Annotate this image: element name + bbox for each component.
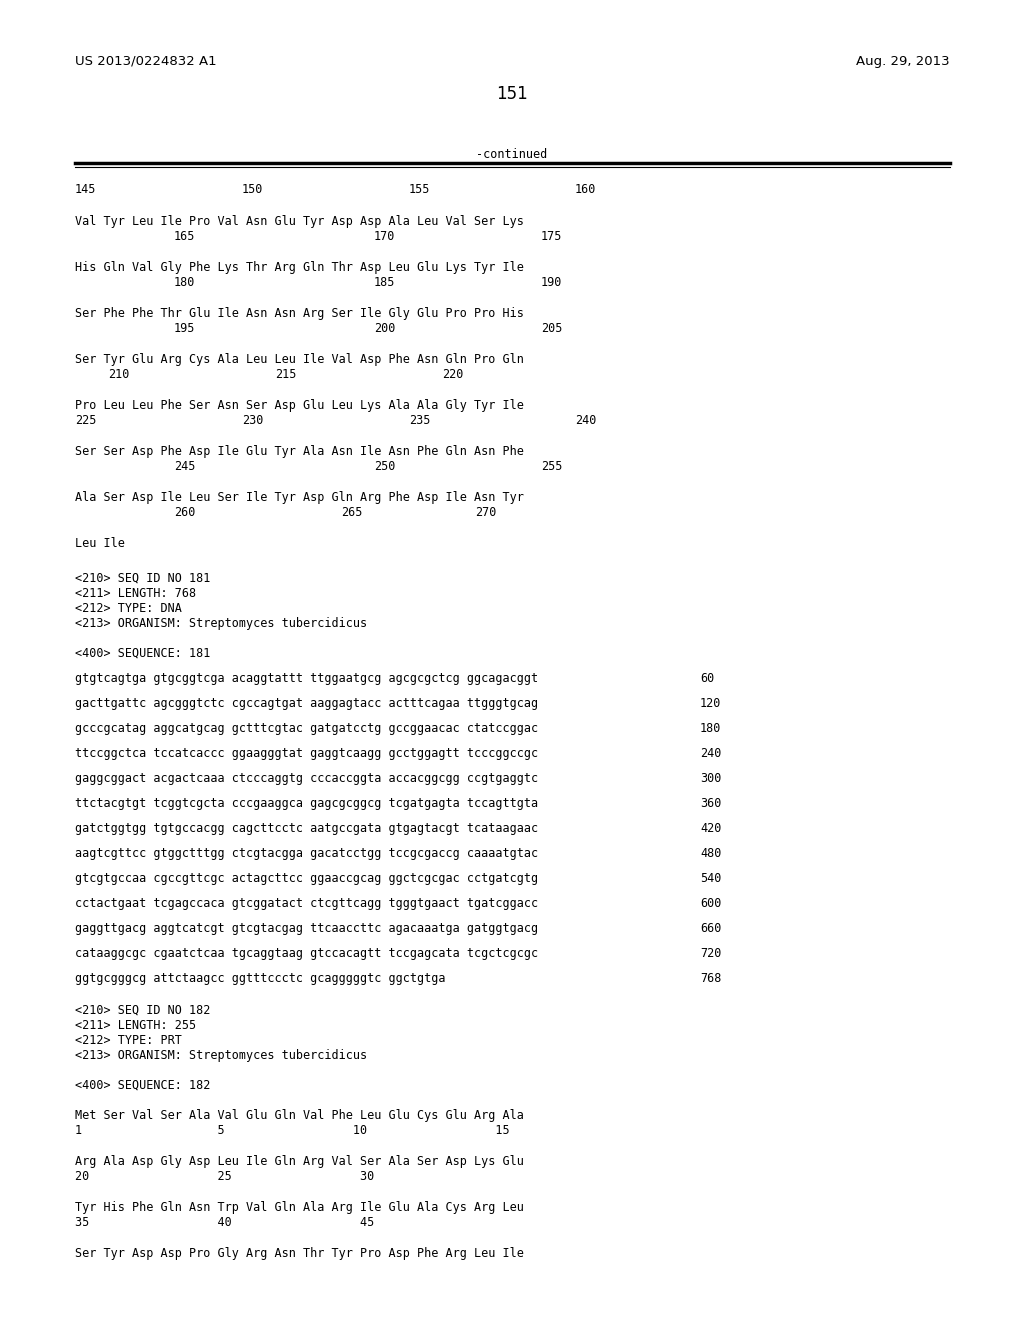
Text: Pro Leu Leu Phe Ser Asn Ser Asp Glu Leu Lys Ala Ala Gly Tyr Ile: Pro Leu Leu Phe Ser Asn Ser Asp Glu Leu …	[75, 399, 524, 412]
Text: gcccgcatag aggcatgcag gctttcgtac gatgatcctg gccggaacac ctatccggac: gcccgcatag aggcatgcag gctttcgtac gatgatc…	[75, 722, 539, 735]
Text: Leu Ile: Leu Ile	[75, 537, 125, 550]
Text: 35                  40                  45: 35 40 45	[75, 1216, 374, 1229]
Text: 160: 160	[575, 183, 596, 195]
Text: <210> SEQ ID NO 182: <210> SEQ ID NO 182	[75, 1005, 210, 1016]
Text: 225: 225	[75, 414, 96, 426]
Text: 190: 190	[541, 276, 562, 289]
Text: cataaggcgc cgaatctcaa tgcaggtaag gtccacagtt tccgagcata tcgctcgcgc: cataaggcgc cgaatctcaa tgcaggtaag gtccaca…	[75, 946, 539, 960]
Text: ttctacgtgt tcggtcgcta cccgaaggca gagcgcggcg tcgatgagta tccagttgta: ttctacgtgt tcggtcgcta cccgaaggca gagcgcg…	[75, 797, 539, 810]
Text: 230: 230	[242, 414, 263, 426]
Text: <213> ORGANISM: Streptomyces tubercidicus: <213> ORGANISM: Streptomyces tubercidicu…	[75, 616, 368, 630]
Text: <212> TYPE: PRT: <212> TYPE: PRT	[75, 1034, 182, 1047]
Text: gacttgattc agcgggtctc cgccagtgat aaggagtacc actttcagaa ttgggtgcag: gacttgattc agcgggtctc cgccagtgat aaggagt…	[75, 697, 539, 710]
Text: gtcgtgccaa cgccgttcgc actagcttcc ggaaccgcag ggctcgcgac cctgatcgtg: gtcgtgccaa cgccgttcgc actagcttcc ggaaccg…	[75, 873, 539, 884]
Text: 205: 205	[541, 322, 562, 335]
Text: 195: 195	[174, 322, 196, 335]
Text: gtgtcagtga gtgcggtcga acaggtattt ttggaatgcg agcgcgctcg ggcagacggt: gtgtcagtga gtgcggtcga acaggtattt ttggaat…	[75, 672, 539, 685]
Text: gaggttgacg aggtcatcgt gtcgtacgag ttcaaccttc agacaaatga gatggtgacg: gaggttgacg aggtcatcgt gtcgtacgag ttcaacc…	[75, 921, 539, 935]
Text: 300: 300	[700, 772, 721, 785]
Text: 60: 60	[700, 672, 715, 685]
Text: 235: 235	[409, 414, 430, 426]
Text: Ser Tyr Asp Asp Pro Gly Arg Asn Thr Tyr Pro Asp Phe Arg Leu Ile: Ser Tyr Asp Asp Pro Gly Arg Asn Thr Tyr …	[75, 1247, 524, 1261]
Text: 420: 420	[700, 822, 721, 836]
Text: His Gln Val Gly Phe Lys Thr Arg Gln Thr Asp Leu Glu Lys Tyr Ile: His Gln Val Gly Phe Lys Thr Arg Gln Thr …	[75, 261, 524, 275]
Text: 540: 540	[700, 873, 721, 884]
Text: Ala Ser Asp Ile Leu Ser Ile Tyr Asp Gln Arg Phe Asp Ile Asn Tyr: Ala Ser Asp Ile Leu Ser Ile Tyr Asp Gln …	[75, 491, 524, 504]
Text: 175: 175	[541, 230, 562, 243]
Text: 180: 180	[174, 276, 196, 289]
Text: 145: 145	[75, 183, 96, 195]
Text: 250: 250	[374, 459, 395, 473]
Text: 180: 180	[700, 722, 721, 735]
Text: 240: 240	[700, 747, 721, 760]
Text: 155: 155	[409, 183, 430, 195]
Text: 150: 150	[242, 183, 263, 195]
Text: 600: 600	[700, 898, 721, 909]
Text: 210: 210	[108, 368, 129, 381]
Text: 165: 165	[174, 230, 196, 243]
Text: 200: 200	[374, 322, 395, 335]
Text: gatctggtgg tgtgccacgg cagcttcctc aatgccgata gtgagtacgt tcataagaac: gatctggtgg tgtgccacgg cagcttcctc aatgccg…	[75, 822, 539, 836]
Text: 151: 151	[496, 84, 528, 103]
Text: 480: 480	[700, 847, 721, 861]
Text: Val Tyr Leu Ile Pro Val Asn Glu Tyr Asp Asp Ala Leu Val Ser Lys: Val Tyr Leu Ile Pro Val Asn Glu Tyr Asp …	[75, 215, 524, 228]
Text: <211> LENGTH: 768: <211> LENGTH: 768	[75, 587, 197, 601]
Text: 215: 215	[275, 368, 296, 381]
Text: aagtcgttcc gtggctttgg ctcgtacgga gacatcctgg tccgcgaccg caaaatgtac: aagtcgttcc gtggctttgg ctcgtacgga gacatcc…	[75, 847, 539, 861]
Text: gaggcggact acgactcaaa ctcccaggtg cccaccggta accacggcgg ccgtgaggtc: gaggcggact acgactcaaa ctcccaggtg cccaccg…	[75, 772, 539, 785]
Text: <212> TYPE: DNA: <212> TYPE: DNA	[75, 602, 182, 615]
Text: <210> SEQ ID NO 181: <210> SEQ ID NO 181	[75, 572, 210, 585]
Text: ttccggctca tccatcaccc ggaagggtat gaggtcaagg gcctggagtt tcccggccgc: ttccggctca tccatcaccc ggaagggtat gaggtca…	[75, 747, 539, 760]
Text: 20                  25                  30: 20 25 30	[75, 1170, 374, 1183]
Text: 260: 260	[174, 506, 196, 519]
Text: <211> LENGTH: 255: <211> LENGTH: 255	[75, 1019, 197, 1032]
Text: 120: 120	[700, 697, 721, 710]
Text: Met Ser Val Ser Ala Val Glu Gln Val Phe Leu Glu Cys Glu Arg Ala: Met Ser Val Ser Ala Val Glu Gln Val Phe …	[75, 1109, 524, 1122]
Text: Ser Phe Phe Thr Glu Ile Asn Asn Arg Ser Ile Gly Glu Pro Pro His: Ser Phe Phe Thr Glu Ile Asn Asn Arg Ser …	[75, 308, 524, 319]
Text: 360: 360	[700, 797, 721, 810]
Text: US 2013/0224832 A1: US 2013/0224832 A1	[75, 55, 217, 69]
Text: cctactgaat tcgagccaca gtcggatact ctcgttcagg tgggtgaact tgatcggacc: cctactgaat tcgagccaca gtcggatact ctcgttc…	[75, 898, 539, 909]
Text: -continued: -continued	[476, 148, 548, 161]
Text: 255: 255	[541, 459, 562, 473]
Text: 185: 185	[374, 276, 395, 289]
Text: 768: 768	[700, 972, 721, 985]
Text: Tyr His Phe Gln Asn Trp Val Gln Ala Arg Ile Glu Ala Cys Arg Leu: Tyr His Phe Gln Asn Trp Val Gln Ala Arg …	[75, 1201, 524, 1214]
Text: 220: 220	[442, 368, 464, 381]
Text: Ser Tyr Glu Arg Cys Ala Leu Leu Ile Val Asp Phe Asn Gln Pro Gln: Ser Tyr Glu Arg Cys Ala Leu Leu Ile Val …	[75, 352, 524, 366]
Text: Aug. 29, 2013: Aug. 29, 2013	[856, 55, 950, 69]
Text: ggtgcgggcg attctaagcc ggtttccctc gcagggggtc ggctgtga: ggtgcgggcg attctaagcc ggtttccctc gcagggg…	[75, 972, 445, 985]
Text: <400> SEQUENCE: 182: <400> SEQUENCE: 182	[75, 1078, 210, 1092]
Text: 240: 240	[575, 414, 596, 426]
Text: 1                   5                  10                  15: 1 5 10 15	[75, 1125, 510, 1137]
Text: 720: 720	[700, 946, 721, 960]
Text: Ser Ser Asp Phe Asp Ile Glu Tyr Ala Asn Ile Asn Phe Gln Asn Phe: Ser Ser Asp Phe Asp Ile Glu Tyr Ala Asn …	[75, 445, 524, 458]
Text: 660: 660	[700, 921, 721, 935]
Text: <400> SEQUENCE: 181: <400> SEQUENCE: 181	[75, 647, 210, 660]
Text: <213> ORGANISM: Streptomyces tubercidicus: <213> ORGANISM: Streptomyces tubercidicu…	[75, 1049, 368, 1063]
Text: Arg Ala Asp Gly Asp Leu Ile Gln Arg Val Ser Ala Ser Asp Lys Glu: Arg Ala Asp Gly Asp Leu Ile Gln Arg Val …	[75, 1155, 524, 1168]
Text: 270: 270	[475, 506, 497, 519]
Text: 170: 170	[374, 230, 395, 243]
Text: 265: 265	[341, 506, 362, 519]
Text: 245: 245	[174, 459, 196, 473]
